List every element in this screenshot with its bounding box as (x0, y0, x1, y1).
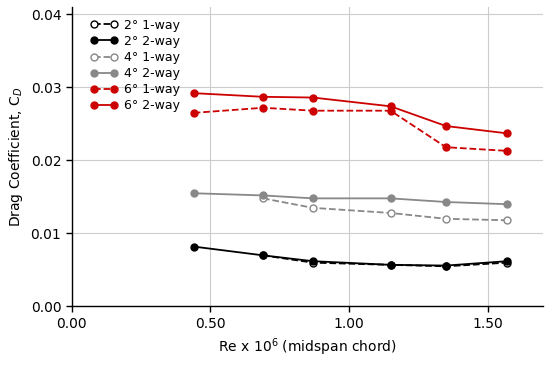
4° 1-way (443, 216, 449, 221)
Line: 6° 1-way: 6° 1-way (190, 104, 510, 154)
2° 1-way (443, 264, 449, 269)
Line: 6° 2-way: 6° 2-way (190, 90, 510, 137)
Line: 2° 2-way: 2° 2-way (190, 243, 510, 269)
2° 2-way (387, 263, 394, 267)
6° 1-way (190, 111, 197, 115)
4° 2-way (504, 202, 510, 206)
4° 2-way (387, 196, 394, 200)
2° 2-way (190, 245, 197, 249)
6° 2-way (387, 104, 394, 108)
2° 1-way (310, 261, 316, 265)
6° 2-way (443, 124, 449, 128)
2° 2-way (443, 264, 449, 268)
6° 2-way (504, 131, 510, 135)
4° 2-way (190, 191, 197, 195)
4° 1-way (387, 211, 394, 215)
2° 1-way (504, 261, 510, 265)
4° 2-way (443, 200, 449, 204)
4° 2-way (310, 196, 316, 200)
2° 2-way (504, 259, 510, 264)
4° 1-way (504, 218, 510, 222)
Y-axis label: Drag Coefficient, C$_D$: Drag Coefficient, C$_D$ (7, 87, 25, 227)
4° 1-way (310, 205, 316, 210)
Line: 2° 1-way: 2° 1-way (260, 252, 510, 270)
6° 2-way (260, 95, 266, 99)
6° 1-way (310, 108, 316, 113)
4° 2-way (260, 193, 266, 197)
2° 2-way (310, 259, 316, 264)
6° 1-way (387, 108, 394, 113)
2° 2-way (260, 253, 266, 258)
6° 1-way (443, 145, 449, 149)
X-axis label: Re x 10$^6$ (midspan chord): Re x 10$^6$ (midspan chord) (218, 337, 397, 358)
Line: 4° 1-way: 4° 1-way (260, 195, 510, 224)
6° 1-way (260, 105, 266, 110)
6° 1-way (504, 149, 510, 153)
Line: 4° 2-way: 4° 2-way (190, 190, 510, 208)
6° 2-way (190, 91, 197, 95)
6° 2-way (310, 95, 316, 100)
4° 1-way (260, 196, 266, 200)
2° 1-way (260, 253, 266, 258)
Legend: 2° 1-way, 2° 2-way, 4° 1-way, 4° 2-way, 6° 1-way, 6° 2-way: 2° 1-way, 2° 2-way, 4° 1-way, 4° 2-way, … (87, 16, 182, 115)
2° 1-way (387, 263, 394, 267)
